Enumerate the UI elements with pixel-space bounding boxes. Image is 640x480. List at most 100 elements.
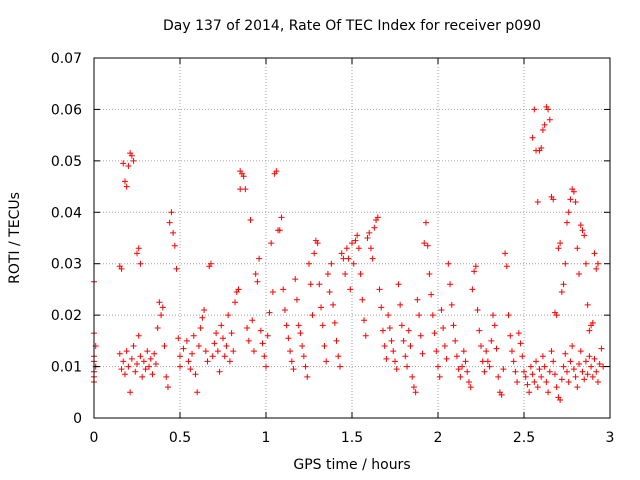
data-point	[163, 373, 170, 380]
data-point	[521, 368, 527, 375]
data-point	[147, 355, 154, 362]
data-point	[481, 368, 488, 375]
data-point	[367, 245, 374, 252]
y-tick-label: 0.03	[51, 257, 82, 273]
data-point	[404, 363, 411, 370]
data-point	[137, 353, 144, 360]
data-point	[410, 384, 417, 391]
data-point	[464, 368, 471, 375]
y-tick-label: 0.01	[51, 360, 82, 376]
x-tick-label: 3	[606, 430, 615, 446]
data-point	[402, 353, 409, 360]
data-point	[187, 366, 194, 373]
data-point	[421, 240, 428, 247]
data-point	[177, 353, 183, 360]
data-point	[490, 312, 497, 319]
data-point	[314, 240, 321, 247]
data-point	[333, 337, 340, 344]
data-point	[135, 332, 142, 339]
data-point	[495, 373, 502, 380]
data-point	[173, 265, 180, 272]
x-tick-label: 0	[90, 430, 99, 446]
data-point	[579, 368, 586, 375]
data-point	[560, 363, 567, 370]
data-point	[226, 358, 233, 365]
data-point	[330, 301, 337, 308]
data-point	[230, 348, 237, 355]
data-point	[338, 250, 345, 257]
data-point	[242, 186, 249, 193]
data-point	[502, 250, 509, 257]
data-point	[144, 348, 151, 355]
data-point	[240, 173, 247, 180]
data-point	[405, 327, 412, 334]
y-tick-label: 0.04	[51, 205, 82, 221]
data-point	[457, 373, 464, 380]
data-point	[151, 350, 158, 357]
data-point	[478, 343, 484, 349]
data-point	[436, 373, 443, 380]
data-point	[567, 358, 574, 365]
data-point	[593, 368, 600, 375]
data-point	[460, 348, 467, 355]
data-point	[252, 271, 259, 277]
data-point	[550, 358, 557, 365]
data-point	[531, 106, 538, 113]
data-point	[336, 363, 343, 370]
data-point	[349, 240, 355, 247]
data-point	[522, 373, 529, 380]
data-point	[276, 227, 283, 234]
data-point	[132, 368, 139, 375]
data-point	[120, 358, 127, 365]
data-point	[146, 363, 153, 370]
data-point	[539, 127, 546, 133]
data-point	[476, 327, 483, 334]
data-point	[128, 355, 135, 362]
data-point	[297, 330, 304, 337]
data-point	[428, 291, 435, 298]
data-point	[331, 319, 338, 326]
data-point	[572, 373, 579, 380]
data-point	[223, 343, 230, 349]
data-point	[175, 335, 182, 342]
data-point	[455, 366, 462, 373]
data-point	[142, 366, 149, 373]
data-point	[431, 330, 438, 337]
data-point	[448, 301, 455, 308]
data-point	[500, 366, 507, 373]
data-point	[584, 371, 591, 378]
y-axis-label: ROTI / TECUs	[7, 192, 23, 284]
data-point	[398, 322, 405, 329]
data-point	[564, 219, 570, 226]
data-point	[139, 373, 146, 380]
data-point	[261, 353, 268, 360]
data-point	[553, 384, 560, 391]
data-point	[493, 345, 500, 352]
data-point	[533, 358, 540, 365]
data-point	[207, 260, 214, 267]
data-point	[589, 319, 596, 326]
data-point	[355, 245, 362, 252]
data-point	[416, 312, 423, 319]
data-point	[534, 384, 541, 391]
data-point	[328, 260, 335, 267]
data-point	[488, 337, 495, 344]
data-point	[393, 366, 400, 373]
grid-lines	[94, 58, 610, 418]
data-point	[190, 332, 197, 339]
data-point	[395, 281, 402, 288]
data-point	[484, 358, 491, 365]
data-point	[221, 353, 228, 360]
data-point	[534, 199, 541, 205]
data-point	[326, 289, 333, 295]
data-point	[433, 348, 440, 355]
x-tick-label: 0.5	[169, 430, 191, 446]
data-point	[553, 312, 560, 319]
data-point	[280, 286, 287, 293]
data-point	[429, 312, 436, 319]
data-point	[498, 391, 505, 398]
data-point	[557, 397, 564, 403]
data-point	[156, 299, 163, 306]
data-point	[505, 312, 512, 319]
data-point	[594, 379, 601, 385]
